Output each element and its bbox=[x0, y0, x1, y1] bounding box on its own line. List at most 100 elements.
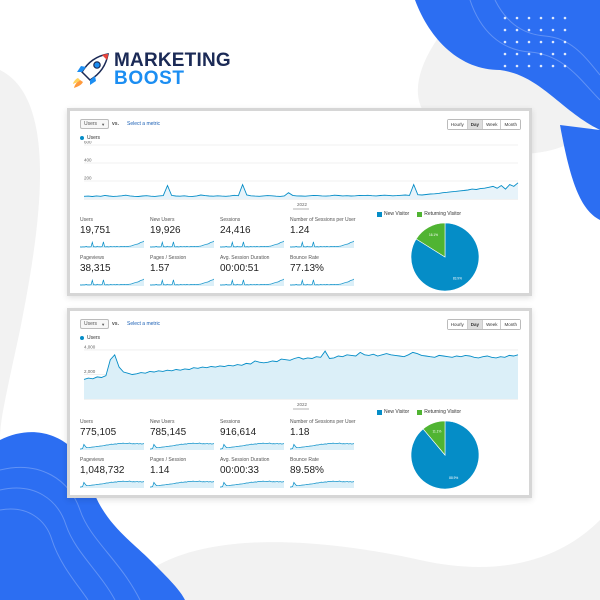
y-tick-label: 400 bbox=[84, 158, 92, 163]
metric-card[interactable]: New Users 19,926 bbox=[150, 217, 220, 255]
chevron-down-icon: ▼ bbox=[101, 321, 106, 327]
period-day-button[interactable]: Day bbox=[466, 320, 483, 329]
sparkline-line bbox=[150, 442, 214, 450]
legend-swatch bbox=[377, 211, 382, 217]
metric-card[interactable]: Number of Sessions per User 1.18 bbox=[290, 419, 360, 457]
sparkline-fill bbox=[220, 443, 284, 450]
metric-label: Sessions bbox=[220, 419, 241, 425]
legend-label: Returning Visitor bbox=[424, 409, 462, 415]
metric-card[interactable]: Pageviews 1,048,732 bbox=[80, 457, 150, 495]
period-week-button[interactable]: Week bbox=[482, 320, 501, 329]
sparkline-line bbox=[150, 480, 214, 488]
sparkline-fill bbox=[220, 481, 284, 488]
pie-slice-returning-visitor[interactable] bbox=[415, 222, 446, 258]
metric-toolbar: Users ▼ vs. Select a metric bbox=[80, 319, 160, 329]
period-month-button[interactable]: Month bbox=[500, 120, 520, 129]
metric-sparkline bbox=[220, 480, 284, 488]
metric-card[interactable]: Number of Sessions per User 1.24 bbox=[290, 217, 360, 255]
metric-value: 00:00:51 bbox=[220, 263, 259, 274]
metric-select[interactable]: Users ▼ bbox=[80, 319, 110, 329]
metric-sparkline bbox=[290, 278, 354, 286]
period-day-button[interactable]: Day bbox=[466, 120, 483, 129]
metric-label: Pages / Session bbox=[150, 457, 187, 463]
y-tick-label: 4,000 bbox=[84, 344, 96, 349]
gray-wave-left bbox=[0, 70, 40, 440]
metric-sparkline bbox=[80, 278, 144, 286]
sparkline-line bbox=[220, 240, 284, 248]
dot-grid bbox=[503, 16, 567, 68]
metric-sparkline bbox=[220, 240, 284, 248]
period-month-button[interactable]: Month bbox=[500, 320, 520, 329]
x-tick-label: 2022 bbox=[297, 402, 308, 407]
metric-label: Sessions bbox=[220, 217, 241, 223]
pie-legend-item: New Visitor bbox=[377, 409, 409, 415]
sparkline-fill bbox=[80, 481, 144, 488]
range-scroll-handle[interactable] bbox=[293, 408, 309, 410]
metric-select[interactable]: Users ▼ bbox=[80, 119, 110, 129]
metric-card[interactable]: Pages / Session 1.57 bbox=[150, 255, 220, 293]
metric-select-value: Users bbox=[84, 321, 98, 327]
range-scroll-handle[interactable] bbox=[293, 208, 309, 210]
metric-sparkline bbox=[80, 442, 144, 450]
series-legend: Users bbox=[80, 335, 100, 341]
series-area-fill bbox=[84, 182, 518, 199]
period-selector: Hourly Day Week Month bbox=[446, 319, 521, 330]
pie-slice-label: 16.1% bbox=[429, 233, 438, 237]
series-legend-label: Users bbox=[87, 335, 101, 341]
series-area-fill bbox=[84, 351, 518, 399]
legend-swatch bbox=[377, 409, 382, 415]
period-week-button[interactable]: Week bbox=[482, 120, 501, 129]
sparkline-line bbox=[220, 480, 284, 488]
visitor-pie-chart: 83.9% 16.1% bbox=[410, 222, 480, 292]
metric-value: 00:00:33 bbox=[220, 465, 259, 476]
metric-value: 38,315 bbox=[80, 263, 111, 274]
metric-sparkline bbox=[150, 480, 214, 488]
y-tick-label: 2,000 bbox=[84, 369, 96, 374]
metric-card[interactable]: Avg. Session Duration 00:00:33 bbox=[220, 457, 290, 495]
metric-label: Number of Sessions per User bbox=[290, 217, 356, 223]
metric-label: Pageviews bbox=[80, 255, 105, 261]
pie-slice-returning-visitor[interactable] bbox=[422, 420, 446, 456]
select-metric-link[interactable]: Select a metric bbox=[126, 121, 161, 127]
metric-value: 775,105 bbox=[80, 427, 117, 438]
visitor-pie-chart: 88.9% 11.1% bbox=[410, 420, 480, 490]
metric-card[interactable]: Sessions 24,416 bbox=[220, 217, 290, 255]
metric-card[interactable]: Pages / Session 1.14 bbox=[150, 457, 220, 495]
period-hourly-button[interactable]: Hourly bbox=[447, 320, 467, 329]
pie-slice-new-visitor[interactable] bbox=[410, 420, 480, 490]
metric-value: 1,048,732 bbox=[80, 465, 125, 476]
period-hourly-button[interactable]: Hourly bbox=[447, 120, 467, 129]
sparkline-line bbox=[220, 278, 284, 286]
sparkline-fill bbox=[290, 481, 354, 488]
pie-legend-item: New Visitor bbox=[377, 211, 409, 217]
select-metric-link[interactable]: Select a metric bbox=[126, 321, 161, 327]
sparkline-line bbox=[290, 278, 354, 286]
metric-value: 1.18 bbox=[290, 427, 310, 438]
metric-card[interactable]: New Users 785,145 bbox=[150, 419, 220, 457]
metric-toolbar: Users ▼ vs. Select a metric bbox=[80, 119, 160, 129]
analytics-report-2: Users ▼ vs. Select a metric Hourly Day W… bbox=[67, 308, 532, 498]
metric-card[interactable]: Pageviews 38,315 bbox=[80, 255, 150, 293]
metric-card[interactable]: Sessions 916,614 bbox=[220, 419, 290, 457]
sparkline-line bbox=[290, 240, 354, 248]
metric-card[interactable]: Bounce Rate 77.13% bbox=[290, 255, 360, 293]
blue-blob-bottom-left bbox=[0, 432, 185, 600]
metric-card[interactable]: Users 19,751 bbox=[80, 217, 150, 255]
metric-select-value: Users bbox=[84, 121, 98, 127]
series-legend: Users bbox=[80, 135, 100, 141]
sparkline-line bbox=[80, 240, 144, 248]
metric-sparkline bbox=[290, 480, 354, 488]
metric-label: New Users bbox=[150, 419, 175, 425]
chevron-down-icon: ▼ bbox=[101, 121, 106, 127]
users-area-chart: 4,000 2,000 2022 bbox=[83, 344, 519, 410]
metric-card[interactable]: Users 775,105 bbox=[80, 419, 150, 457]
metric-label: Users bbox=[80, 419, 94, 425]
metric-card[interactable]: Bounce Rate 89.58% bbox=[290, 457, 360, 495]
pie-legend-item: Returning Visitor bbox=[417, 211, 461, 217]
pie-legend-item: Returning Visitor bbox=[417, 409, 461, 415]
metric-card[interactable]: Avg. Session Duration 00:00:51 bbox=[220, 255, 290, 293]
metric-label: Bounce Rate bbox=[290, 457, 319, 463]
pie-slice-label: 83.9% bbox=[453, 276, 462, 280]
sparkline-line bbox=[80, 278, 144, 286]
